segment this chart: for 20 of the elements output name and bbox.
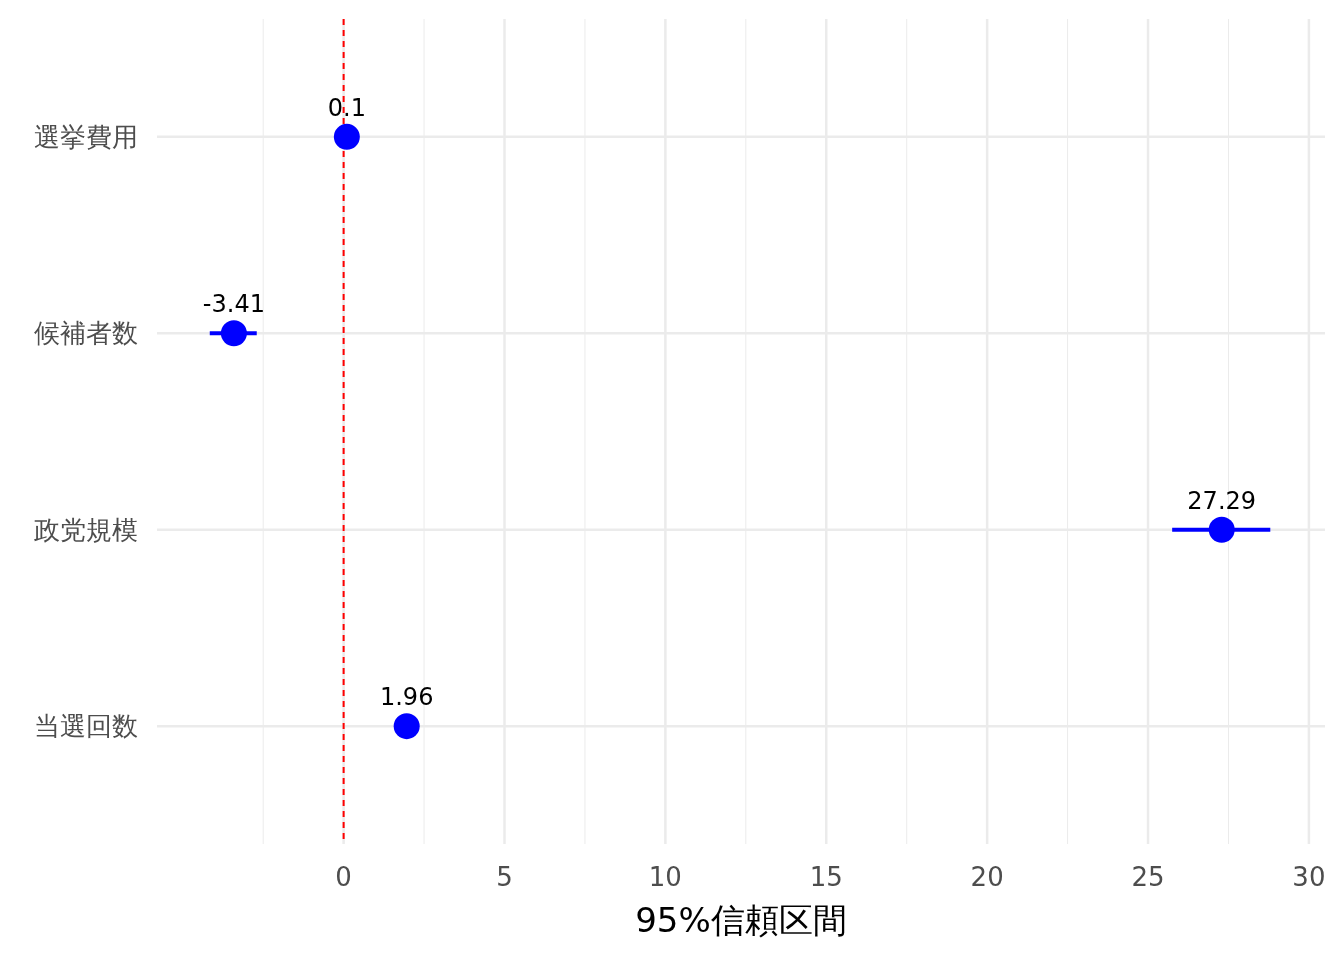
x-tick-label: 20: [970, 862, 1004, 892]
x-tick-label: 25: [1131, 862, 1165, 892]
y-tick-label: 政党規模: [34, 514, 138, 545]
y-tick-label: 候補者数: [34, 318, 138, 349]
x-tick-label: 30: [1292, 862, 1326, 892]
data-label: 1.96: [379, 683, 434, 712]
point: [1208, 516, 1235, 543]
data-label: 0.1: [327, 93, 366, 122]
x-axis-title: 95%信頼区間: [635, 900, 847, 940]
point: [393, 713, 420, 740]
data-label: -3.41: [202, 290, 265, 319]
point: [220, 320, 247, 347]
x-tick-label: 10: [648, 862, 682, 892]
y-tick-label: 選挙費用: [34, 121, 138, 152]
x-tick-label: 0: [335, 862, 352, 892]
x-tick-label: 5: [496, 862, 513, 892]
data-label: 27.29: [1187, 486, 1257, 515]
point: [333, 123, 360, 150]
y-tick-label: 当選回数: [34, 711, 138, 742]
x-tick-label: 15: [809, 862, 843, 892]
